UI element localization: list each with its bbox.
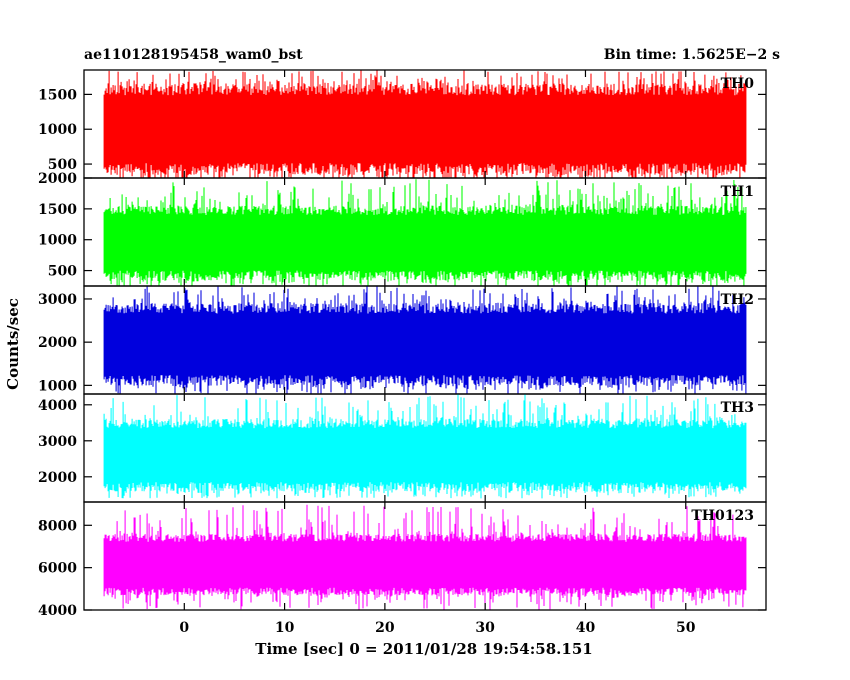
x-tick-label: 30	[475, 620, 495, 636]
x-tick-label: 10	[275, 620, 295, 636]
y-tick-label: 6000	[38, 561, 77, 577]
series-th3	[103, 394, 747, 499]
y-tick-label: 2000	[38, 470, 77, 486]
y-tick-label: 4000	[38, 398, 77, 414]
y-tick-label: 2000	[38, 171, 77, 187]
panel-frame	[83, 501, 767, 611]
x-tick-label: 20	[375, 620, 395, 636]
series-th0123	[103, 504, 747, 610]
y-tick-label: 8000	[38, 518, 77, 534]
y-axis-label: Counts/sec	[4, 298, 22, 390]
panel-th0123: 4000 6000 8000 TH0123	[38, 501, 767, 619]
y-tick-label: 2000	[38, 335, 77, 351]
series-th0	[103, 70, 747, 178]
y-tick-label: 1500	[38, 202, 77, 218]
series-label-th3: TH3	[721, 400, 754, 416]
y-tick-label: 500	[48, 264, 77, 280]
panel-th3: 2000 3000 4000 TH3	[38, 393, 767, 503]
x-tick-label: 50	[676, 620, 696, 636]
series-label-th2: TH2	[721, 292, 754, 308]
bin-time-label: Bin time: 1.5625E−2 s	[604, 47, 780, 63]
y-tick-label: 1500	[38, 87, 77, 103]
y-tick-label: 3000	[38, 292, 77, 308]
series-th2	[103, 286, 747, 394]
panels-group: 50010001500TH0500100015002000TH110002000…	[38, 69, 767, 619]
y-tick-label: 4000	[38, 603, 77, 619]
panel-th2: 1000 2000 3000 TH2	[38, 285, 767, 395]
series-label-th0123: TH0123	[691, 508, 754, 524]
x-axis: 0 10 20 30 40 50	[179, 620, 695, 636]
x-axis-label: Time [sec] 0 = 2011/01/28 19:54:58.151	[255, 640, 592, 658]
series-label-th1: TH1	[721, 184, 754, 200]
y-tick-label: 3000	[38, 434, 77, 450]
y-tick-label: 1000	[38, 233, 77, 249]
x-tick-label: 40	[576, 620, 596, 636]
panel-th0: 500 1000 1500 TH0	[38, 69, 767, 179]
panel-th1: 500 1000 1500 2000 TH1	[38, 171, 767, 287]
chart-title: ae110128195458_wam0_bst	[84, 47, 303, 63]
y-tick-label: 1000	[38, 378, 77, 394]
series-label-th0: TH0	[721, 76, 755, 92]
y-tick-label: 500	[48, 157, 77, 173]
x-tick-label: 0	[179, 620, 189, 636]
series-th1	[103, 179, 747, 286]
y-tick-label: 1000	[38, 122, 77, 138]
